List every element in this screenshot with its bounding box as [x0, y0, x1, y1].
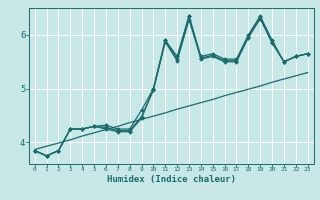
X-axis label: Humidex (Indice chaleur): Humidex (Indice chaleur): [107, 175, 236, 184]
